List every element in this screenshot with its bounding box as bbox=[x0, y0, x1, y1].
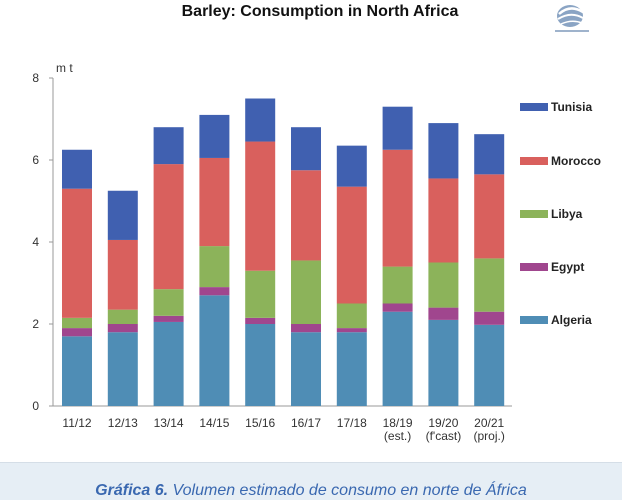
y-axis-unit-label: m t bbox=[56, 61, 73, 75]
bar-segment-tunisia bbox=[199, 114, 230, 158]
bar-segment-libya bbox=[428, 262, 459, 308]
x-tick-label: (proj.) bbox=[474, 429, 505, 443]
bar-segment-libya bbox=[199, 246, 230, 288]
bar-segment-libya bbox=[107, 309, 138, 324]
bar-segment-morocco bbox=[382, 149, 413, 267]
bar-segment-tunisia bbox=[474, 134, 505, 175]
y-tick-label: 4 bbox=[32, 235, 39, 249]
bar-segment-egypt bbox=[382, 303, 413, 312]
x-tick-label: 19/20 bbox=[428, 416, 458, 430]
bar-segment-tunisia bbox=[428, 123, 459, 179]
chart-panel: Barley: Consumption in North Africa m t … bbox=[0, 0, 622, 463]
x-tick-label: 17/18 bbox=[337, 416, 367, 430]
bar-segment-tunisia bbox=[336, 145, 367, 187]
bar-segment-algeria bbox=[428, 319, 459, 406]
bar-segment-morocco bbox=[107, 239, 138, 310]
x-tick-label: 15/16 bbox=[245, 416, 275, 430]
bar-segment-tunisia bbox=[153, 127, 184, 165]
x-tick-label: (f'cast) bbox=[426, 429, 462, 443]
legend-label-algeria: Algeria bbox=[551, 313, 592, 327]
bar-segment-morocco bbox=[199, 157, 230, 247]
bar-segment-morocco bbox=[245, 141, 276, 271]
bar-segment-morocco bbox=[291, 170, 321, 261]
legend-swatch-libya bbox=[520, 210, 548, 218]
bar-segment-egypt bbox=[474, 311, 505, 325]
x-axis-labels: 11/12 12/13 13/14 14/15 15/16 16/17 17/18 18/19… bbox=[62, 416, 504, 443]
legend-label-tunisia: Tunisia bbox=[551, 100, 592, 114]
bar-segment-libya bbox=[62, 317, 92, 329]
bar-segment-tunisia bbox=[245, 98, 276, 142]
bar-segment-morocco bbox=[474, 174, 505, 259]
stacked-bar-chart: m t 0 2 4 6 8 11/12 12/13 13/14 14/15 15/16 16/17… bbox=[32, 61, 601, 443]
bar-segment-algeria bbox=[107, 332, 138, 406]
y-tick-label: 8 bbox=[32, 71, 39, 85]
bar-segment-libya bbox=[474, 258, 505, 312]
x-tick-label: 20/21 bbox=[474, 416, 504, 430]
legend-swatch-tunisia bbox=[520, 103, 548, 111]
legend-swatch-algeria bbox=[520, 316, 548, 324]
bar-segment-algeria bbox=[153, 321, 184, 406]
bar-segment-morocco bbox=[336, 186, 367, 304]
igc-logo-icon bbox=[555, 5, 589, 32]
bar-segment-tunisia bbox=[107, 190, 138, 240]
bar-segment-tunisia bbox=[291, 127, 321, 171]
bar-segment-morocco bbox=[153, 164, 184, 290]
bar-segment-egypt bbox=[336, 328, 367, 333]
x-tick-label: 14/15 bbox=[199, 416, 229, 430]
bar-segment-egypt bbox=[107, 324, 138, 333]
caption-prefix: Gráfica 6. bbox=[95, 482, 169, 499]
bar-segment-algeria bbox=[291, 332, 321, 406]
legend: Tunisia Morocco Libya Egypt Algeria bbox=[520, 100, 601, 327]
bar-segment-egypt bbox=[291, 324, 321, 333]
x-tick-label: 18/19 bbox=[383, 416, 413, 430]
bar-segment-tunisia bbox=[62, 149, 92, 189]
chart-title: Barley: Consumption in North Africa bbox=[181, 3, 459, 20]
bar-segment-libya bbox=[336, 303, 367, 329]
bar-segment-algeria bbox=[245, 324, 276, 406]
bar-segment-algeria bbox=[62, 336, 92, 406]
legend-label-libya: Libya bbox=[551, 207, 583, 221]
y-tick-label: 6 bbox=[32, 153, 39, 167]
y-axis-ticks: 0 2 4 6 8 bbox=[32, 71, 53, 413]
bar-segment-tunisia bbox=[382, 106, 413, 150]
legend-swatch-egypt bbox=[520, 263, 548, 271]
legend-label-egypt: Egypt bbox=[551, 260, 584, 274]
x-tick-label: 13/14 bbox=[154, 416, 184, 430]
bar-segment-egypt bbox=[153, 315, 184, 322]
bars-group bbox=[62, 98, 505, 406]
x-tick-label: (est.) bbox=[384, 429, 411, 443]
x-tick-label: 12/13 bbox=[108, 416, 138, 430]
bar-segment-libya bbox=[291, 260, 321, 324]
caption-text: Volumen estimado de consumo en norte de … bbox=[168, 482, 527, 499]
bar-segment-egypt bbox=[428, 307, 459, 320]
x-tick-label: 16/17 bbox=[291, 416, 321, 430]
legend-label-morocco: Morocco bbox=[551, 154, 601, 168]
bar-segment-egypt bbox=[62, 328, 92, 337]
bar-segment-algeria bbox=[382, 311, 413, 406]
x-tick-label: 11/12 bbox=[62, 416, 91, 430]
legend-swatch-morocco bbox=[520, 157, 548, 165]
bar-segment-libya bbox=[382, 266, 413, 304]
bar-segment-libya bbox=[245, 270, 276, 318]
bar-segment-libya bbox=[153, 289, 184, 316]
y-tick-label: 2 bbox=[32, 317, 39, 331]
bar-segment-algeria bbox=[336, 332, 367, 406]
bar-segment-egypt bbox=[199, 287, 230, 296]
figure-caption: Gráfica 6. Volumen estimado de consumo e… bbox=[0, 482, 622, 500]
y-tick-label: 0 bbox=[32, 399, 39, 413]
bar-segment-algeria bbox=[199, 295, 230, 406]
bar-segment-egypt bbox=[245, 317, 276, 324]
bar-segment-morocco bbox=[62, 188, 92, 318]
bar-segment-algeria bbox=[474, 324, 505, 406]
bar-segment-morocco bbox=[428, 178, 459, 263]
